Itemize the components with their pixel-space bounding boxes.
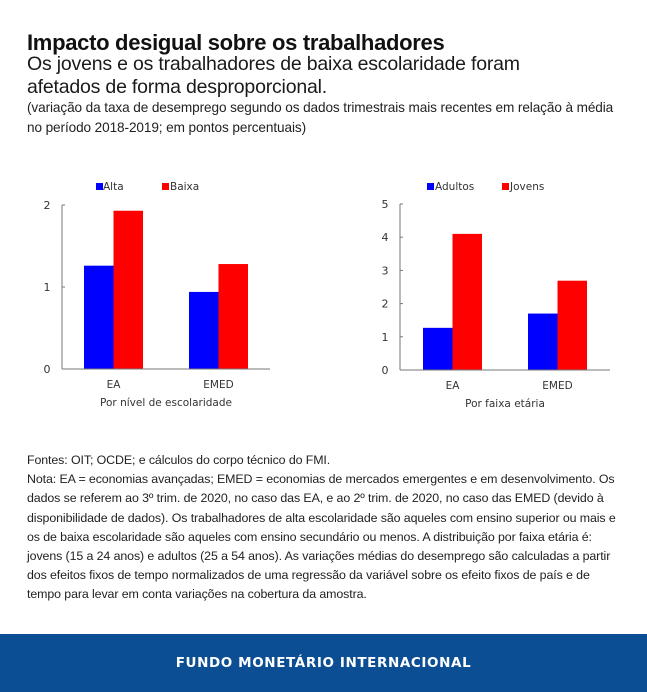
charts-canvas: Alta Baixa EA EMED 0 1 2 Por nível de escolarid… [44, 181, 610, 410]
chart2-bar-emed-jovens [557, 280, 587, 370]
chart1-y-tick-label-0: 0 [44, 363, 51, 376]
footer-logo-text: FUNDO MONETÁRIO INTERNACIONAL [175, 655, 472, 671]
chart2-legend-label-1: Jovens [509, 181, 544, 193]
chart1-bar-ea-alta [84, 265, 114, 369]
notes-block: Fontes: OIT; OCDE; e cálculos do corpo t… [27, 451, 627, 605]
chart2-y-tick-label-0: 0 [382, 364, 389, 377]
chart2-category-label-1: EMED [542, 380, 572, 392]
chart1-legend-swatch-0 [96, 183, 103, 190]
chart2-category-label-0: EA [446, 380, 461, 392]
units-note: (variação da taxa de desemprego segundo … [27, 100, 614, 135]
chart1-category-label-1: EMED [203, 379, 233, 391]
note-text: Nota: EA = economias avançadas; EMED = e… [27, 472, 616, 602]
chart2-legend-label-0: Adultos [435, 181, 474, 193]
chart2-legend-swatch-1 [502, 183, 509, 190]
chart2-y-tick-label-2: 2 [382, 298, 389, 311]
sources-text: Fontes: OIT; OCDE; e cálculos do corpo t… [27, 453, 331, 467]
chart-subtitle: Os jovens e os trabalhadores de baixa es… [27, 53, 520, 98]
chart1-y-tick-label-2: 2 [44, 199, 51, 212]
chart2-y-tick-label-4: 4 [382, 231, 389, 244]
chart2-y-tick-label-5: 5 [382, 198, 389, 211]
chart2-x-axis-title: Por faixa etária [465, 398, 545, 410]
chart1-y-tick-label-1: 1 [44, 281, 51, 294]
chart1-bar-emed-baixa [218, 264, 248, 369]
footer-bar: FUNDO MONETÁRIO INTERNACIONAL [0, 634, 647, 692]
chart1-bar-emed-alta [189, 291, 219, 369]
chart-title: Impacto desigual sobre os trabalhadores [27, 30, 445, 55]
chart2-y-tick-label-3: 3 [382, 264, 389, 277]
chart1-category-label-0: EA [107, 379, 122, 391]
chart1-legend-swatch-1 [162, 183, 169, 190]
chart1-x-axis-title: Por nível de escolaridade [100, 397, 232, 409]
chart2-bar-ea-adultos [423, 327, 453, 370]
chart2-bar-emed-adultos [528, 313, 558, 370]
chart2-bar-ea-jovens [452, 233, 482, 370]
chart2-y-tick-label-1: 1 [382, 331, 389, 344]
chart2-legend-swatch-0 [427, 183, 434, 190]
chart1-bar-ea-baixa [113, 210, 143, 369]
chart1-legend-label-1: Baixa [170, 181, 199, 193]
chart1-legend-label-0: Alta [103, 181, 124, 193]
